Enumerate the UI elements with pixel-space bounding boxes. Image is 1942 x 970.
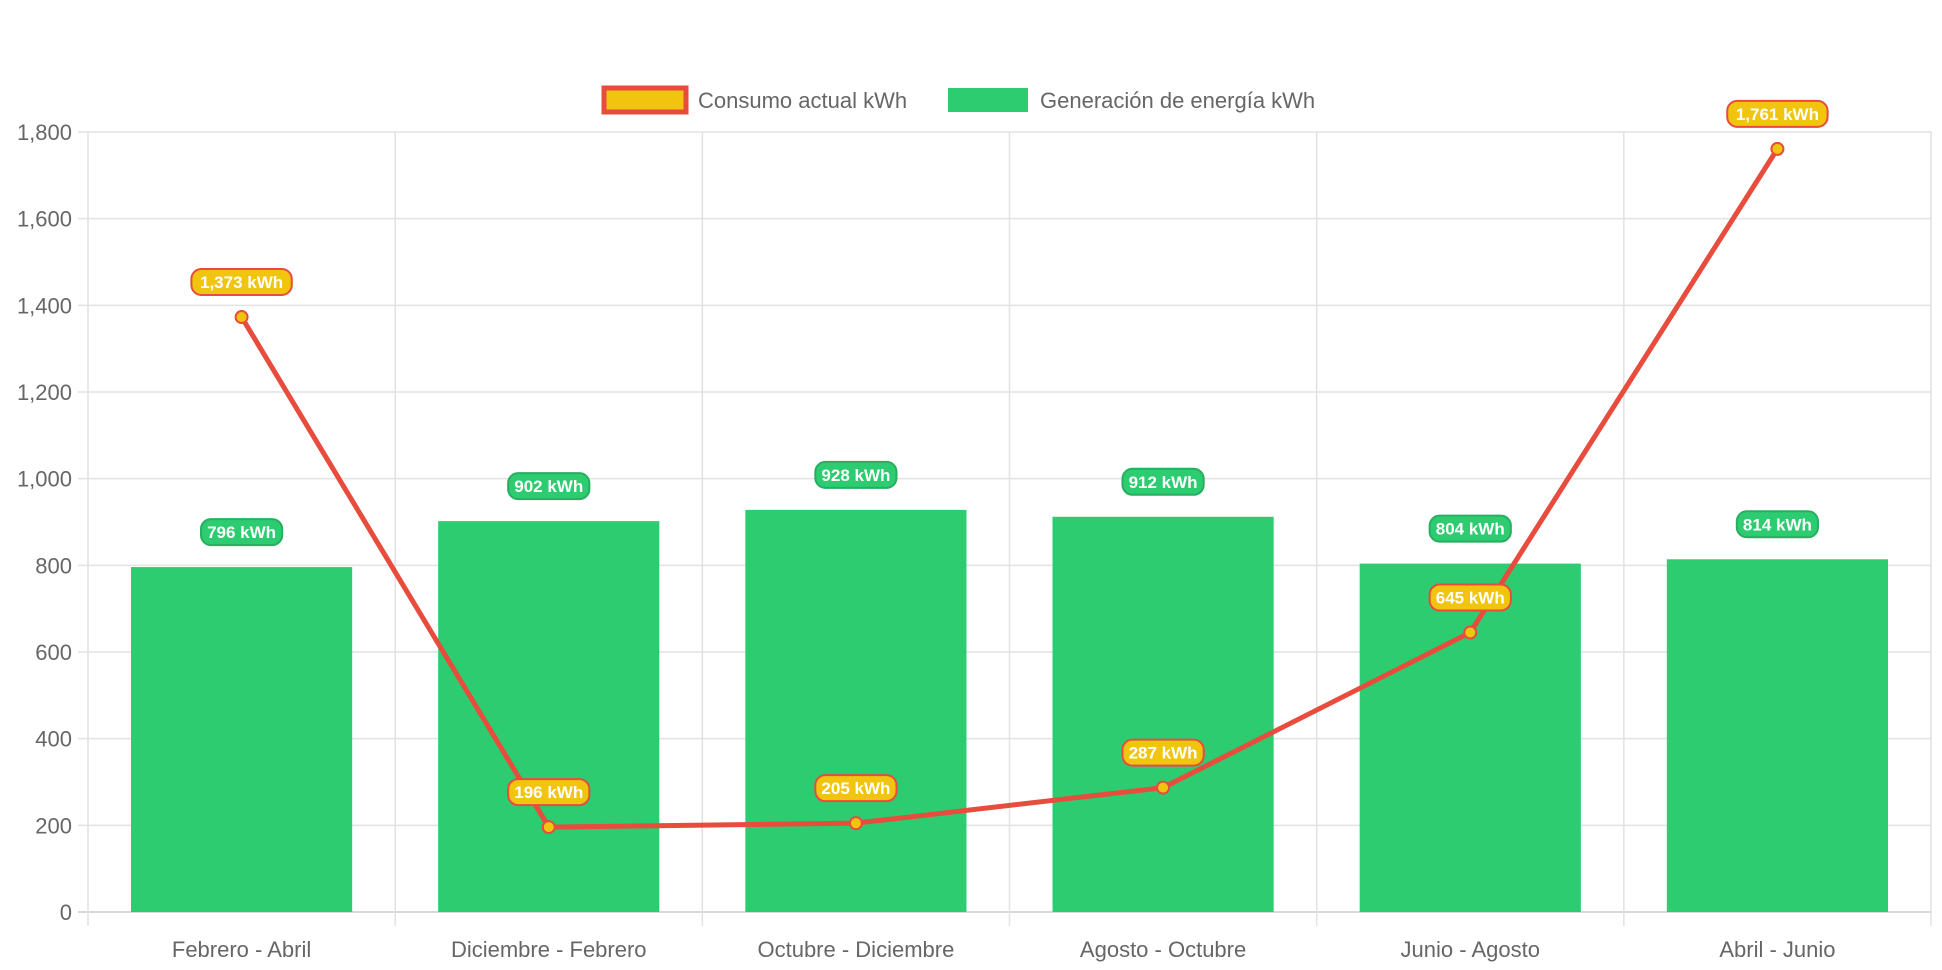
line-data-label: 1,761 kWh xyxy=(1736,105,1819,124)
bar xyxy=(1359,563,1581,912)
line-point xyxy=(1463,625,1478,640)
y-tick-label: 1,600 xyxy=(17,207,72,232)
bar-data-label-bg xyxy=(199,518,284,547)
line-data-label-bg xyxy=(190,268,293,297)
line-data-label: 205 kWh xyxy=(821,779,890,798)
x-tick-label: Febrero - Abril xyxy=(172,937,311,962)
y-tick-label: 1,800 xyxy=(17,120,72,145)
line-point xyxy=(234,310,249,325)
legend[interactable]: Consumo actual kWh Generación de energía… xyxy=(601,85,1315,115)
bar-data-label: 814 kWh xyxy=(1743,515,1812,534)
y-tick-label: 1,400 xyxy=(17,293,72,318)
bar-series xyxy=(131,509,1888,912)
legend-item-generacion[interactable]: Generación de energía kWh xyxy=(948,88,1315,113)
data-labels: 796 kWh 902 kWh 928 kWh 912 kWh 804 kWh 814 k… xyxy=(190,99,1829,807)
legend-label-consumo: Consumo actual kWh xyxy=(698,88,907,113)
x-tick-label: Diciembre - Febrero xyxy=(451,937,647,962)
line-data-label-bg xyxy=(1726,99,1829,128)
bar-data-label-bg xyxy=(1121,467,1205,496)
grid: 0 200 400 600 800 1,000 1,200 1,400 1,600 1,800 Fe… xyxy=(17,120,1932,962)
line-data-label: 1,373 kWh xyxy=(200,273,283,292)
line-data-label: 287 kWh xyxy=(1129,744,1198,763)
bar-data-label: 902 kWh xyxy=(514,477,583,496)
legend-swatch-generacion xyxy=(948,88,1028,112)
bar-data-label: 912 kWh xyxy=(1129,473,1198,492)
bar-data-label: 928 kWh xyxy=(821,466,890,485)
bar-data-label: 804 kWh xyxy=(1436,520,1505,539)
y-tick-label: 200 xyxy=(35,813,72,838)
legend-item-consumo[interactable]: Consumo actual kWh xyxy=(601,85,907,115)
bar xyxy=(745,509,967,912)
line-point xyxy=(541,820,556,835)
bar xyxy=(438,521,660,912)
bar-data-label-bg xyxy=(814,460,898,489)
y-tick-label: 1,200 xyxy=(17,380,72,405)
y-tick-label: 400 xyxy=(35,727,72,752)
legend-swatch-consumo xyxy=(601,85,689,115)
bar-data-label-bg xyxy=(507,472,591,501)
bar xyxy=(131,567,353,912)
line-data-label-bg xyxy=(1121,738,1205,767)
line-data-label: 645 kWh xyxy=(1436,589,1505,608)
x-tick-label: Agosto - Octubre xyxy=(1080,937,1246,962)
line-data-label-bg xyxy=(1428,583,1512,612)
bar-data-label-bg xyxy=(1735,510,1820,539)
bar xyxy=(1052,516,1274,912)
x-tick-label: Abril - Junio xyxy=(1719,937,1835,962)
line-path xyxy=(239,147,1780,830)
bar-data-label-bg xyxy=(1428,514,1512,543)
line-data-label-bg xyxy=(507,778,591,807)
bar-data-label: 796 kWh xyxy=(207,523,276,542)
x-tick-label: Octubre - Diciembre xyxy=(757,937,954,962)
line-series xyxy=(234,141,1785,835)
y-tick-label: 600 xyxy=(35,640,72,665)
line-data-label: 196 kWh xyxy=(514,783,583,802)
bar xyxy=(1666,559,1888,912)
y-tick-label: 0 xyxy=(60,900,72,925)
line-point xyxy=(1770,141,1785,156)
line-point xyxy=(1156,780,1171,795)
y-tick-label: 800 xyxy=(35,553,72,578)
y-tick-label: 1,000 xyxy=(17,467,72,492)
line-data-label-bg xyxy=(814,774,898,803)
line-point xyxy=(848,816,863,831)
x-tick-label: Junio - Agosto xyxy=(1401,937,1540,962)
legend-label-generacion: Generación de energía kWh xyxy=(1040,88,1315,113)
